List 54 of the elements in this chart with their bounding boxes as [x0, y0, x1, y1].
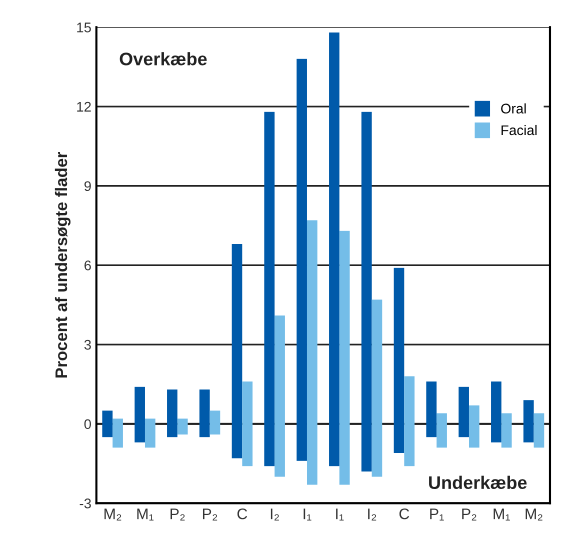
x-tick-label: I₁ [336, 508, 344, 520]
bar [468, 405, 480, 448]
bar [339, 230, 350, 485]
bar [404, 376, 415, 466]
bar [458, 386, 469, 438]
bar [102, 410, 113, 438]
x-tick-label: M₂ [104, 508, 122, 520]
y-tick-label: 6 [84, 260, 91, 270]
y-tick-label: 9 [84, 181, 91, 192]
bar [501, 413, 512, 448]
bar [112, 418, 123, 448]
bar [264, 112, 275, 466]
bar [491, 382, 502, 442]
y-tick-label: 0 [84, 419, 91, 430]
bar [394, 268, 404, 453]
x-tick-label: I₂ [270, 508, 279, 520]
bar [232, 244, 242, 458]
bar [274, 315, 285, 477]
bar [523, 400, 534, 442]
bar [199, 389, 210, 438]
x-tick-label: P₂ [202, 508, 218, 520]
bar [134, 386, 145, 442]
bar [296, 58, 307, 461]
x-tick-label: C [399, 508, 410, 520]
x-tick-label: I₁ [304, 508, 312, 520]
x-tick-label: M₁ [137, 508, 154, 520]
bar [534, 413, 544, 448]
legend-label: Facial [502, 124, 537, 136]
legend-label: Oral [501, 103, 526, 114]
x-tick-label: P₂ [170, 508, 185, 520]
x-tick-label: M₁ [494, 508, 510, 520]
x-tick-label: M₂ [526, 508, 542, 520]
bar [329, 32, 340, 466]
bar [426, 382, 437, 438]
x-tick-label: I₂ [368, 508, 376, 520]
bar [306, 220, 318, 485]
bar [167, 389, 178, 438]
annotation: Underkæbe [429, 476, 527, 490]
bar [242, 382, 253, 466]
bar [361, 112, 372, 472]
bar [210, 410, 220, 434]
x-tick-label: P₁ [430, 508, 444, 520]
bar [177, 418, 188, 434]
y-tick-label: 15 [77, 22, 91, 32]
y-tick-label: 3 [84, 340, 91, 350]
y-tick-label: 12 [77, 102, 91, 112]
y-axis-title: Procent af undersøgte flader [54, 152, 71, 378]
annotation: Overkæbe [120, 52, 207, 66]
y-tick-label: -3 [80, 498, 91, 508]
bar [372, 300, 382, 477]
x-tick-label: P₂ [462, 508, 476, 520]
x-tick-label: C [237, 508, 248, 520]
bar [436, 413, 447, 448]
bar [144, 418, 156, 448]
